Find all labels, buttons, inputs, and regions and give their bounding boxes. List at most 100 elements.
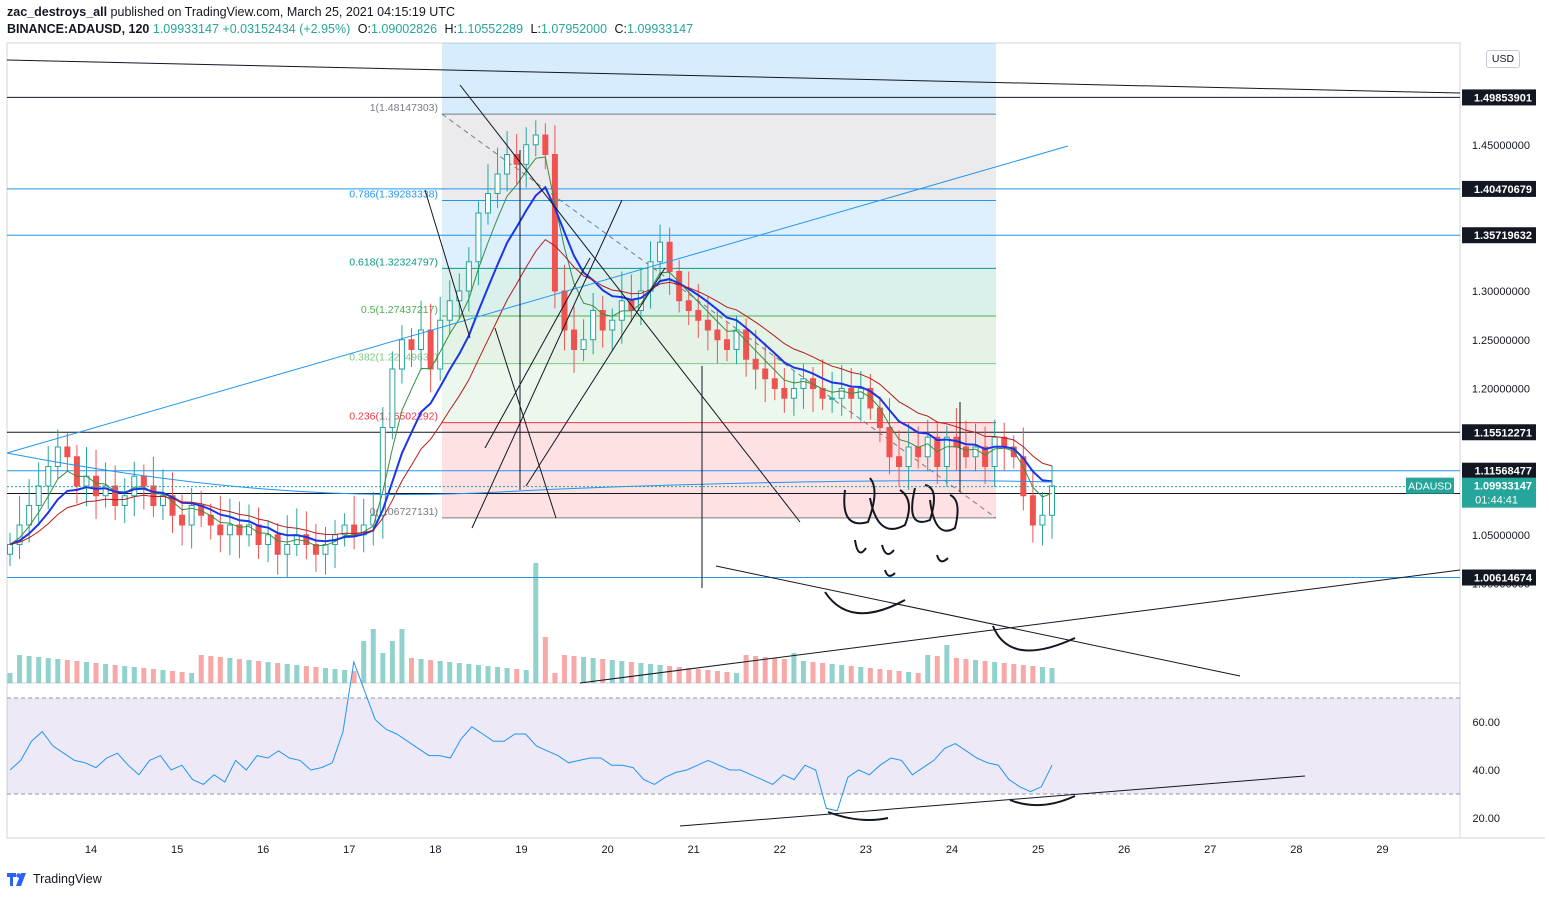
trend-line	[679, 775, 1306, 827]
rsi-band	[7, 698, 1460, 794]
candle	[752, 330, 759, 390]
time-axis-tick: 19	[515, 844, 527, 856]
fib-band	[442, 200, 996, 269]
handdrawn-mark	[936, 554, 949, 563]
candle-body	[762, 368, 769, 380]
candle-body	[465, 261, 472, 292]
candle-body	[685, 300, 692, 311]
candle-body	[112, 485, 119, 506]
candle	[1020, 427, 1027, 511]
candle-body	[580, 339, 587, 350]
fib-band	[442, 363, 996, 423]
candle-body	[303, 534, 310, 545]
candle-body	[408, 339, 415, 350]
candle-body	[121, 495, 128, 506]
candle	[408, 328, 415, 368]
volume-bar	[676, 667, 682, 683]
volume-bar	[428, 660, 434, 683]
volume-bar	[150, 669, 156, 683]
author-name[interactable]: zac_destroys_all	[7, 5, 108, 19]
candle-body	[714, 329, 721, 341]
time-axis-tick: 15	[171, 844, 183, 856]
volume-bar	[561, 655, 567, 683]
trend-line	[525, 267, 666, 487]
candle-body	[532, 134, 539, 146]
candle	[351, 495, 358, 550]
candle	[284, 515, 291, 578]
volume-bar	[743, 655, 749, 683]
candle	[73, 445, 80, 504]
candle-body	[1039, 514, 1046, 526]
symbol-label[interactable]: BINANCE:ADAUSD, 120	[7, 22, 150, 36]
candle	[64, 432, 71, 472]
fib-level-label: 0.786(1.39283338)	[349, 188, 438, 200]
volume-bar	[619, 661, 625, 683]
volume-bar	[906, 672, 912, 683]
fib-band	[442, 114, 996, 201]
volume-bar	[313, 667, 319, 683]
volume-bar	[303, 666, 309, 683]
candle-body	[351, 524, 358, 536]
candle-body	[45, 466, 52, 487]
volume-bar	[74, 661, 80, 683]
published-text: published on TradingView.com, March 25, …	[110, 5, 455, 19]
candle	[723, 322, 730, 362]
volume-bar	[83, 662, 89, 683]
candle-body	[54, 446, 61, 467]
candle-body	[475, 212, 482, 263]
low-value: 1.07952000	[540, 22, 608, 36]
volume-bar	[581, 657, 587, 683]
handdrawn-mark	[824, 591, 906, 615]
candle	[188, 487, 195, 549]
trend-line	[424, 189, 471, 339]
volume-bar	[762, 657, 768, 683]
volume-bar	[1001, 663, 1007, 683]
time-axis-tick: 25	[1032, 844, 1044, 856]
candle	[704, 296, 711, 351]
candle	[494, 147, 501, 209]
candle-body	[943, 436, 950, 467]
trend-line	[6, 145, 1069, 454]
candle	[504, 131, 511, 192]
volume-bar	[370, 629, 376, 683]
last-price: 1.09933147	[152, 22, 219, 36]
candle-body	[322, 544, 329, 555]
volume-bar	[198, 655, 204, 683]
volume-bar	[896, 671, 902, 683]
candle-body	[188, 505, 195, 526]
price-marker-label: 1.11568477	[1474, 466, 1532, 478]
tradingview-logo[interactable]: TradingView	[7, 872, 102, 886]
volume-bar	[275, 663, 281, 683]
candle-body	[915, 446, 922, 458]
candle-body	[179, 514, 186, 526]
tradingview-logo-icon	[7, 872, 26, 886]
fib-trend-line	[441, 113, 997, 519]
volume-bar	[64, 660, 70, 683]
price-marker-bg	[1462, 180, 1536, 197]
candle-body	[790, 388, 797, 399]
volume-bar	[351, 671, 357, 683]
currency-button[interactable]: USD	[1486, 50, 1520, 68]
candle	[379, 407, 386, 539]
last-price-label: 1.09933147	[1474, 481, 1532, 493]
candle	[1029, 469, 1036, 543]
candle-body	[140, 475, 147, 487]
close-label: C:	[614, 22, 628, 36]
candle-body	[379, 427, 386, 516]
tradingview-brand: TradingView	[33, 872, 102, 886]
candle-body	[905, 446, 912, 467]
candle-body	[924, 436, 931, 458]
handdrawn-mark	[911, 484, 935, 523]
candle-body	[398, 339, 405, 370]
candle	[245, 504, 252, 547]
volume-bar	[867, 668, 873, 683]
candle	[513, 134, 520, 185]
candle	[532, 120, 539, 157]
candle-body	[93, 475, 100, 497]
candle-body	[73, 456, 80, 487]
low-label: L:	[530, 22, 541, 36]
volume-bar	[361, 641, 367, 683]
header-line-2: BINANCE:ADAUSD, 120 1.09933147 +0.031524…	[7, 22, 693, 36]
volume-bar	[533, 563, 539, 683]
